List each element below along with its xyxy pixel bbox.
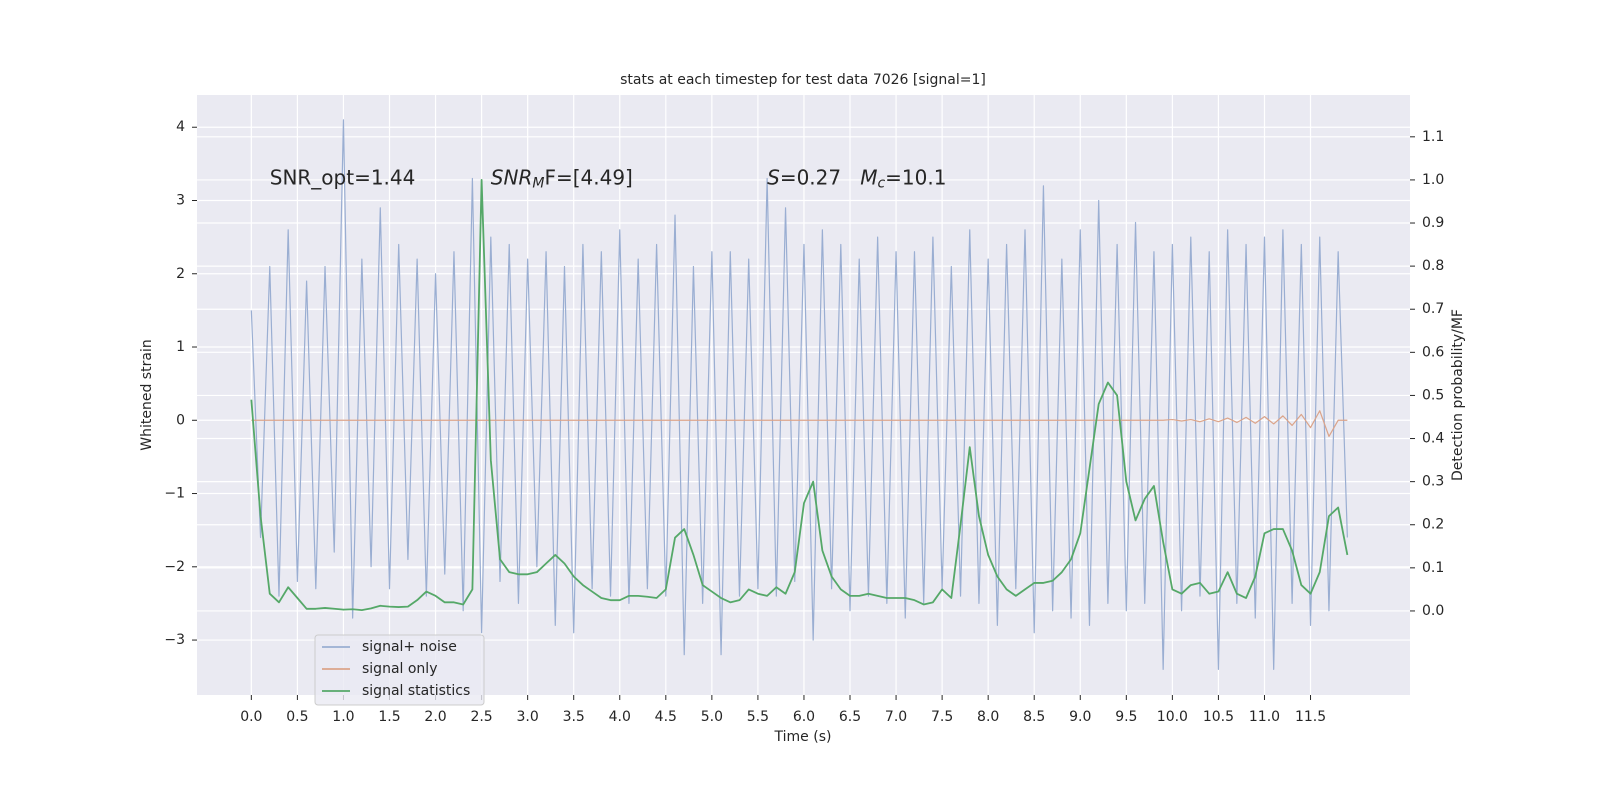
y2-tick-label: 0.8 — [1422, 258, 1444, 274]
y-tick-label: −2 — [164, 559, 185, 575]
x-tick-label: 11.5 — [1295, 709, 1326, 725]
y-tick-label: −1 — [164, 486, 185, 502]
legend-label: signal+ noise — [362, 639, 457, 655]
y2-tick-label: 0.7 — [1422, 301, 1444, 317]
x-tick-label: 5.5 — [747, 709, 769, 725]
annotation-part: c — [877, 176, 885, 192]
y-tick-label: 2 — [176, 266, 185, 282]
y2-tick-label: 0.9 — [1422, 215, 1444, 231]
series-line — [250, 119, 1348, 670]
x-tick-label: 4.5 — [655, 709, 677, 725]
y-axis-label: Whitened strain — [139, 339, 155, 450]
y-tick-label: −3 — [164, 632, 185, 648]
y2-tick-label: 0.5 — [1422, 387, 1444, 403]
x-tick-label: 2.0 — [424, 709, 446, 725]
legend-label: signal statistics — [362, 683, 470, 699]
x-tick-label: 11.0 — [1249, 709, 1280, 725]
x-tick-label: 8.0 — [977, 709, 999, 725]
annotation-part: SNR — [491, 165, 533, 189]
y2-tick-label: 0.2 — [1422, 517, 1444, 533]
annotation-part: =0.27 — [780, 165, 860, 189]
x-tick-label: 6.0 — [793, 709, 815, 725]
y2-tick-label: 0.1 — [1422, 560, 1444, 576]
x-tick-label: 0.0 — [240, 709, 262, 725]
x-tick-label: 6.5 — [839, 709, 861, 725]
chart-title: stats at each timestep for test data 702… — [620, 72, 986, 88]
y-tick-label: 0 — [176, 412, 185, 428]
x-tick-label: 10.0 — [1157, 709, 1188, 725]
x-tick-label: 8.5 — [1023, 709, 1045, 725]
x-tick-label: 4.0 — [609, 709, 631, 725]
y-tick-label: 4 — [176, 119, 185, 135]
x-tick-label: 10.5 — [1203, 709, 1234, 725]
annotation-part: F=[4.49] — [544, 165, 632, 189]
x-tick-label: 7.5 — [931, 709, 953, 725]
annotation-part: M — [532, 176, 544, 192]
y-tick-label: 3 — [176, 192, 185, 208]
annotation-part: SNR_opt=1.44 — [270, 165, 416, 189]
x-tick-label: 5.0 — [701, 709, 723, 725]
series-line — [251, 410, 1348, 437]
y2-tick-label: 0.4 — [1422, 431, 1444, 447]
x-tick-label: 3.0 — [517, 709, 539, 725]
x-tick-label: 9.5 — [1115, 709, 1137, 725]
x-axis-label: Time (s) — [774, 729, 832, 745]
x-tick-label: 1.5 — [378, 709, 400, 725]
x-tick-label: 0.5 — [286, 709, 308, 725]
annotation: SNRMF=[4.49] — [491, 165, 633, 192]
annotation-part: S — [767, 165, 780, 189]
annotation-part: =10.1 — [885, 165, 946, 189]
series-line — [250, 179, 1349, 611]
x-tick-label: 7.0 — [885, 709, 907, 725]
y2-tick-label: 0.0 — [1422, 603, 1444, 619]
y2-axis-label: Detection probability/MF — [1450, 309, 1466, 481]
annotation: S=0.27 Mc=10.1 — [767, 165, 946, 192]
annotation: SNR_opt=1.44 — [270, 165, 416, 189]
legend-box — [314, 634, 485, 706]
y2-tick-label: 1.1 — [1422, 129, 1444, 145]
y2-tick-label: 1.0 — [1422, 172, 1444, 188]
x-tick-label: 1.0 — [332, 709, 354, 725]
y2-tick-label: 0.6 — [1422, 344, 1444, 360]
x-tick-label: 2.5 — [470, 709, 492, 725]
x-tick-label: 3.5 — [563, 709, 585, 725]
legend-label: signal only — [362, 661, 437, 677]
x-tick-label: 9.0 — [1069, 709, 1091, 725]
annotation-part: M — [860, 165, 877, 189]
y2-tick-label: 0.3 — [1422, 474, 1444, 490]
y-tick-label: 1 — [176, 339, 185, 355]
